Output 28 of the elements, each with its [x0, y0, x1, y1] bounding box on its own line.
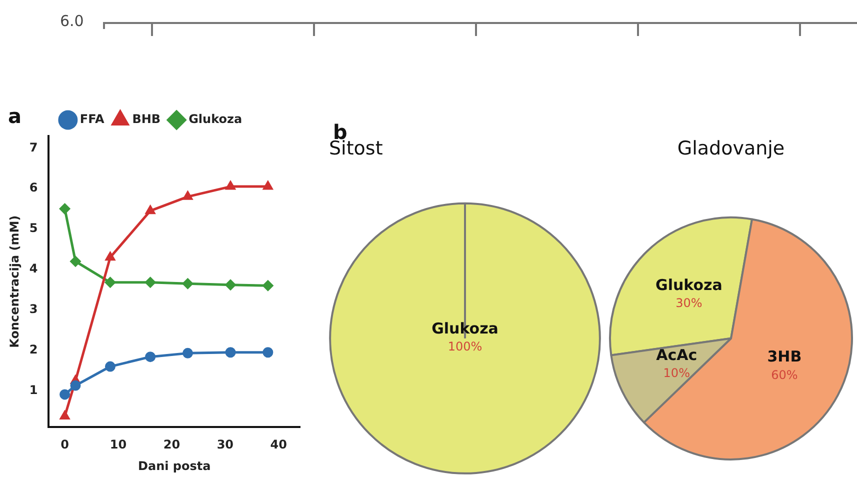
- slice-label: Glukoza: [656, 276, 722, 294]
- data-label: 60%: [771, 368, 798, 382]
- chart-title: Gladovanje: [677, 137, 785, 160]
- data-label: 30%: [676, 296, 702, 310]
- data-label: 10%: [663, 366, 690, 380]
- y-tick-label: 1: [29, 382, 38, 397]
- x-tick-label: 40: [270, 438, 287, 452]
- legend-label: Glukoza: [188, 112, 242, 126]
- x-tick-label: 20: [163, 438, 180, 452]
- x-axis-title: Dani posta: [138, 458, 211, 473]
- slice-label: 3HB: [767, 348, 802, 366]
- x-tick-label: 10: [110, 438, 127, 452]
- x-tick-label: 30: [216, 438, 234, 452]
- y-tick-label: 2: [29, 342, 38, 356]
- y-tick-label: 3: [29, 302, 38, 316]
- slice-label: AcAc: [656, 346, 698, 364]
- legend-label: FFA: [80, 112, 105, 126]
- y-axis-title: Koncentracija (mM): [7, 215, 22, 348]
- slice-label: Glukoza: [432, 319, 498, 338]
- y-tick-label: 5: [29, 221, 38, 236]
- text: a: [8, 104, 22, 128]
- legend-label: BHB: [132, 112, 161, 126]
- y-tick-label: 6: [29, 180, 38, 195]
- data-label: 100%: [448, 340, 482, 354]
- y-tick-label: 7: [29, 140, 38, 154]
- y-tick-label: 4: [29, 262, 38, 276]
- text: 6.0: [60, 12, 84, 30]
- x-tick-label: 0: [60, 438, 69, 452]
